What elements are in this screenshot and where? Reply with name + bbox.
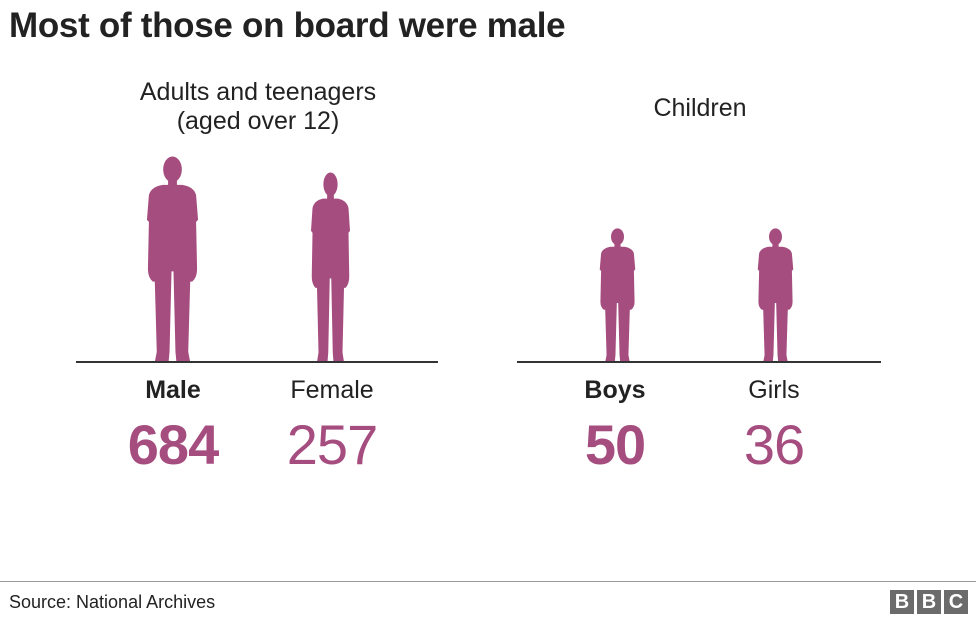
logo-letter: B: [890, 590, 914, 614]
value-male: 684: [127, 413, 219, 476]
group-heading-line: (aged over 12): [176, 107, 340, 135]
label-male: Male: [145, 376, 201, 404]
female-figure-icon: [308, 172, 353, 362]
logo-letter: C: [944, 590, 968, 614]
label-boys: Boys: [584, 376, 646, 404]
value-boys: 50: [584, 413, 646, 476]
boy-figure-icon: [597, 228, 638, 362]
baseline-children: [517, 361, 881, 363]
group-heading-children: Children: [653, 94, 747, 122]
value-female: 257: [286, 413, 378, 476]
girl-figure-icon: [755, 228, 796, 362]
label-girls: Girls: [748, 376, 800, 404]
label-female: Female: [290, 376, 374, 404]
baseline-adults: [76, 361, 438, 363]
group-heading-line: Adults and teenagers: [139, 78, 377, 106]
logo-letter: B: [917, 590, 941, 614]
value-girls: 36: [743, 413, 805, 476]
group-heading-adults: Adults and teenagers (aged over 12): [98, 78, 418, 136]
bbc-logo: B B C: [890, 590, 968, 614]
chart-title: Most of those on board were male: [9, 6, 566, 45]
source-note: Source: National Archives: [9, 592, 216, 612]
footer-divider: [0, 581, 976, 582]
male-figure-icon: [143, 156, 202, 362]
